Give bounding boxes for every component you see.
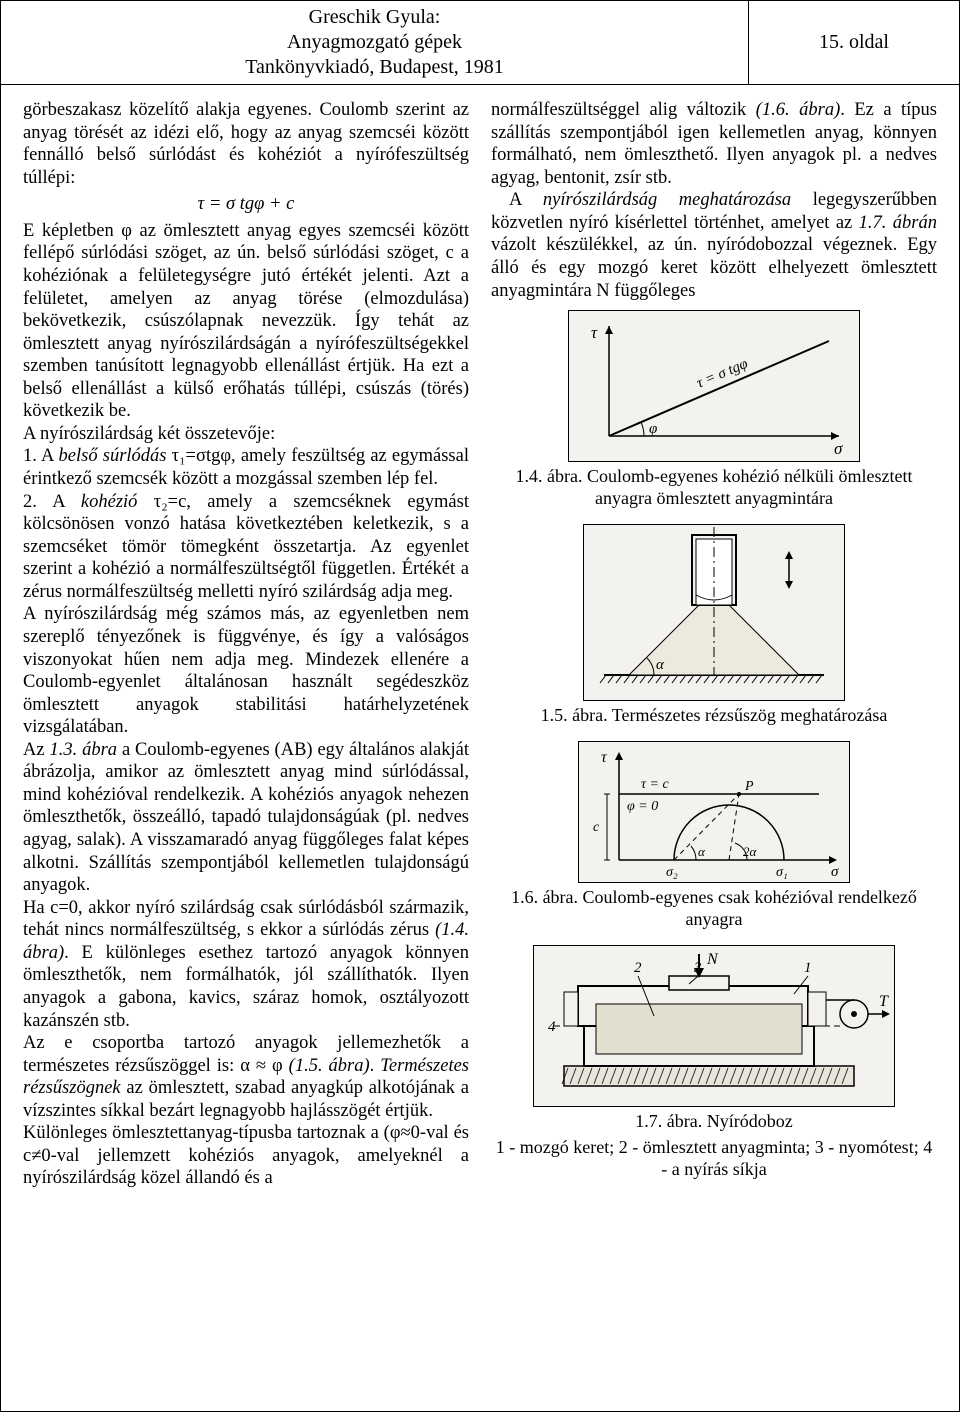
coulomb-formula: τ = σ tgφ + c — [23, 193, 469, 216]
svg-text:N: N — [706, 951, 719, 968]
svg-text:2α: 2α — [743, 844, 758, 859]
page: Greschik Gyula: Anyagmozgató gépek Tankö… — [0, 0, 960, 1412]
figure-1-5: α — [583, 524, 845, 701]
svg-text:σ₂: σ₂ — [666, 865, 678, 880]
svg-text:α: α — [656, 657, 665, 673]
svg-text:σ: σ — [834, 439, 843, 458]
list-item: 2. A kohézió τ₂=c, amely a szemcséknek e… — [23, 491, 469, 604]
caption-1-7a: 1.7. ábra. Nyíródoboz — [491, 1111, 937, 1133]
para: A nyírószilárdság meghatározása legegysz… — [491, 189, 937, 302]
svg-text:3: 3 — [693, 960, 702, 976]
para: A nyírószilárdság két összetevője: — [23, 423, 469, 446]
svg-text:σ: σ — [831, 864, 839, 880]
header-publisher: Tankönyvkiadó, Budapest, 1981 — [9, 55, 740, 80]
caption-1-5: 1.5. ábra. Természetes rézsűszög meghatá… — [491, 705, 937, 727]
figure-1-6: ττ = cφ = 0cPα2ασσ₁σ₂ — [578, 741, 850, 883]
caption-1-6: 1.6. ábra. Coulomb-egyenes csak kohézióv… — [491, 887, 937, 931]
svg-text:σ₁: σ₁ — [776, 865, 788, 880]
figure-1-4: τσφτ = σ tgφ — [568, 310, 860, 462]
svg-text:1: 1 — [804, 960, 812, 976]
svg-text:φ = 0: φ = 0 — [627, 799, 658, 814]
para: normálfeszültséggel alig változik (1.6. … — [491, 99, 937, 189]
para: Az e csoportba tartozó anyagok jellemezh… — [23, 1032, 469, 1122]
list-item: 1. A belső súrlódás τ₁=σtgφ, amely feszü… — [23, 445, 469, 490]
para: A nyírószilárdság még számos más, az egy… — [23, 603, 469, 738]
svg-text:φ: φ — [649, 421, 657, 437]
header-left: Greschik Gyula: Anyagmozgató gépek Tankö… — [1, 1, 749, 84]
right-column: normálfeszültséggel alig változik (1.6. … — [491, 99, 937, 1195]
figure-1-7: N T 2 3 1 4 — [533, 945, 895, 1107]
para: Ha c=0, akkor nyíró szilárdság csak súrl… — [23, 897, 469, 1032]
svg-text:τ = c: τ = c — [641, 777, 669, 792]
caption-1-4: 1.4. ábra. Coulomb-egyenes kohézió nélkü… — [491, 466, 937, 510]
svg-text:τ: τ — [591, 323, 598, 342]
svg-text:2: 2 — [634, 960, 642, 976]
para: Az 1.3. ábra a Coulomb-egyenes (AB) egy … — [23, 739, 469, 897]
para: görbeszakasz közelítő alakja egyenes. Co… — [23, 99, 469, 189]
header-title: Anyagmozgató gépek — [9, 30, 740, 55]
left-column: görbeszakasz közelítő alakja egyenes. Co… — [23, 99, 469, 1195]
svg-text:T: T — [879, 993, 889, 1010]
page-header: Greschik Gyula: Anyagmozgató gépek Tankö… — [1, 1, 959, 85]
svg-text:P: P — [744, 779, 754, 794]
content-columns: görbeszakasz közelítő alakja egyenes. Co… — [1, 85, 959, 1205]
header-page: 15. oldal — [749, 1, 959, 84]
caption-1-7b: 1 - mozgó keret; 2 - ömlesztett anyagmin… — [491, 1137, 937, 1181]
svg-text:4: 4 — [548, 1019, 556, 1035]
para: E képletben φ az ömlesztett anyag egyes … — [23, 220, 469, 423]
header-author: Greschik Gyula: — [9, 5, 740, 30]
para: Különleges ömlesztettanyag-típusba tarto… — [23, 1122, 469, 1190]
svg-text:α: α — [698, 844, 706, 859]
svg-text:c: c — [593, 820, 600, 835]
